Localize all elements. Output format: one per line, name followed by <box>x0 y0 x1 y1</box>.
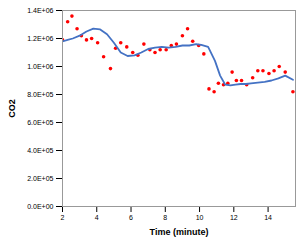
svg-text:Time (minute): Time (minute) <box>150 227 209 237</box>
svg-text:10: 10 <box>196 214 204 221</box>
svg-text:1.0E+06: 1.0E+06 <box>27 63 53 70</box>
svg-text:6.0E+05: 6.0E+05 <box>27 119 53 126</box>
svg-text:4: 4 <box>95 214 99 221</box>
svg-text:4.0E+05: 4.0E+05 <box>27 147 53 154</box>
svg-text:2.0E+05: 2.0E+05 <box>27 175 53 182</box>
svg-text:14: 14 <box>264 214 272 221</box>
svg-text:8.0E+05: 8.0E+05 <box>27 91 53 98</box>
svg-text:1.4E+06: 1.4E+06 <box>27 7 53 14</box>
svg-text:2: 2 <box>61 214 65 221</box>
svg-text:0.0E+00: 0.0E+00 <box>27 203 53 210</box>
svg-text:8: 8 <box>163 214 167 221</box>
svg-text:12: 12 <box>230 214 238 221</box>
svg-text:6: 6 <box>129 214 133 221</box>
svg-text:1.2E+06: 1.2E+06 <box>27 35 53 42</box>
svg-text:CO2: CO2 <box>7 99 17 118</box>
